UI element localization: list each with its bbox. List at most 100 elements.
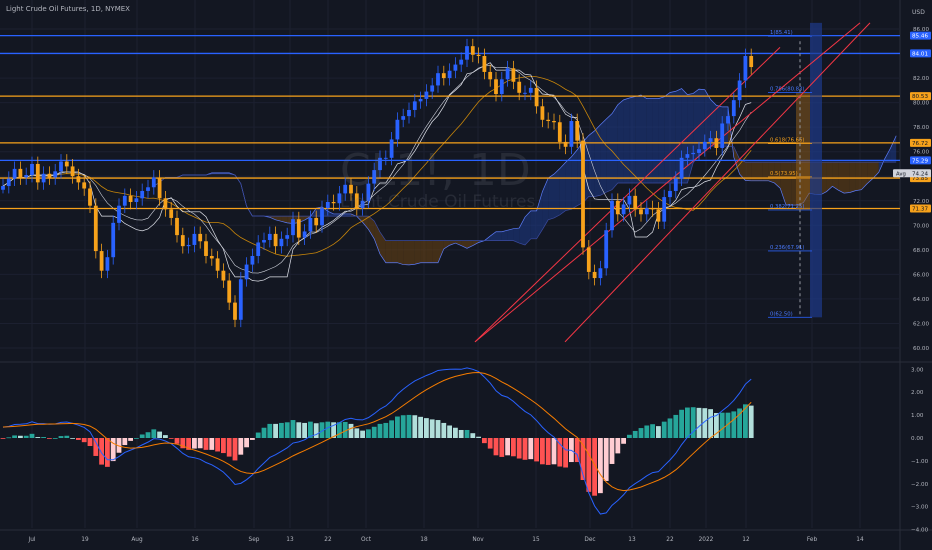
macd-tick-label: −1.00 [911,459,929,465]
candle [12,168,17,179]
candle [227,280,232,303]
level-price-tag [910,204,931,213]
cloud-segment [774,162,781,189]
fib-level-label: 0.5(73.95) [770,171,798,177]
macd-histogram-bar [499,438,505,457]
candle [598,268,603,279]
cloud-segment [525,210,531,245]
macd-histogram-bar [644,425,650,438]
candle [627,195,632,205]
macd-histogram-bar [719,412,725,438]
cloud-segment [884,148,891,163]
cloud-segment [571,149,578,210]
macd-histogram-bar [64,435,70,438]
candle [320,208,324,226]
macd-histogram-bar [110,438,116,462]
watermark-symbol: CL1!, 1D [340,145,531,196]
candle [111,222,116,258]
cloud-segment [391,240,398,263]
candle [569,121,574,147]
level-price-tag-label: 76.72 [912,141,928,147]
level-price-tag-label: 84.01 [912,51,928,57]
symbol-watermark: CL1!, 1D Light Crude Oil Futures [340,145,535,212]
candle [372,170,377,184]
candle [731,100,736,117]
cloud-segment [327,211,334,217]
time-tick-label: Sep [249,537,260,543]
candle [534,87,539,107]
cloud-segment [873,162,879,179]
cloud-segment [496,231,502,241]
avg-price-tag [893,169,931,178]
candle [140,190,145,199]
macd-histogram-bar [47,438,52,439]
candle [575,121,580,141]
cloud-segment [612,104,618,190]
macd-histogram-bar [12,435,17,438]
cloud-segment [710,99,717,147]
macd-histogram-bar [598,438,603,494]
macd-histogram-bar [737,408,742,438]
macd-histogram-bar [435,420,441,438]
candle [552,121,556,123]
macd-histogram-bar [87,438,93,447]
macd-histogram-bar [302,422,307,438]
candle [24,175,29,178]
macd-tick-label: 3.00 [911,367,924,373]
time-tick-label: Jul [28,537,36,543]
macd-histogram-bar [134,438,139,439]
macd-histogram-bar [41,437,46,438]
macd-histogram-bar [661,421,667,438]
candle [169,209,174,218]
macd-histogram-bar [395,416,400,438]
candle [18,168,23,178]
macd-histogram-bar [250,438,255,440]
macd-histogram-bar [151,429,157,438]
candle [134,198,139,202]
candle [53,171,58,178]
price-tick-label: 64.00 [913,297,929,303]
macd-histogram-bar [215,438,220,452]
macd-histogram-bar [702,408,708,438]
macd-histogram-bar [238,438,244,455]
macd-histogram-bar [81,438,87,443]
candle [615,200,620,215]
candle [244,264,249,280]
macd-histogram-bar [493,438,499,456]
price-axis: 86.0084.0082.0080.0078.0076.0074.0072.00… [893,27,931,352]
cloud-segment [588,130,595,197]
macd-histogram-bar [244,438,249,448]
cloud-segment [745,162,752,181]
candle [389,139,394,158]
cloud-segment [855,162,862,191]
time-tick-label: 18 [420,537,428,543]
candle [250,255,255,265]
candle [47,173,52,178]
candle [128,195,133,202]
candle [273,233,278,247]
macd-histogram-bar [279,422,284,438]
candle [291,219,295,236]
cloud-segment [704,89,711,152]
macd-histogram-bar [551,438,557,465]
cloud-segment [826,162,833,192]
macd-line [2,367,752,515]
cloud-segment [368,216,375,239]
candle [186,244,191,247]
candle [662,197,667,222]
macd-histogram-bar [76,438,81,440]
time-tick-label: Feb [807,537,818,543]
cloud-segment [670,91,676,183]
fib-level-label: 0(62.50) [770,311,793,317]
macd-histogram-bar [580,438,586,480]
candle [720,123,725,149]
fib-level-label: 0.618(76.66) [770,138,804,144]
channel-line-lower [564,22,871,343]
candle [505,68,510,80]
candle [88,188,92,206]
time-tick-label: 13 [286,537,294,543]
cloud-segment [414,240,421,265]
cloud-segment [409,240,415,265]
candle [192,233,197,245]
